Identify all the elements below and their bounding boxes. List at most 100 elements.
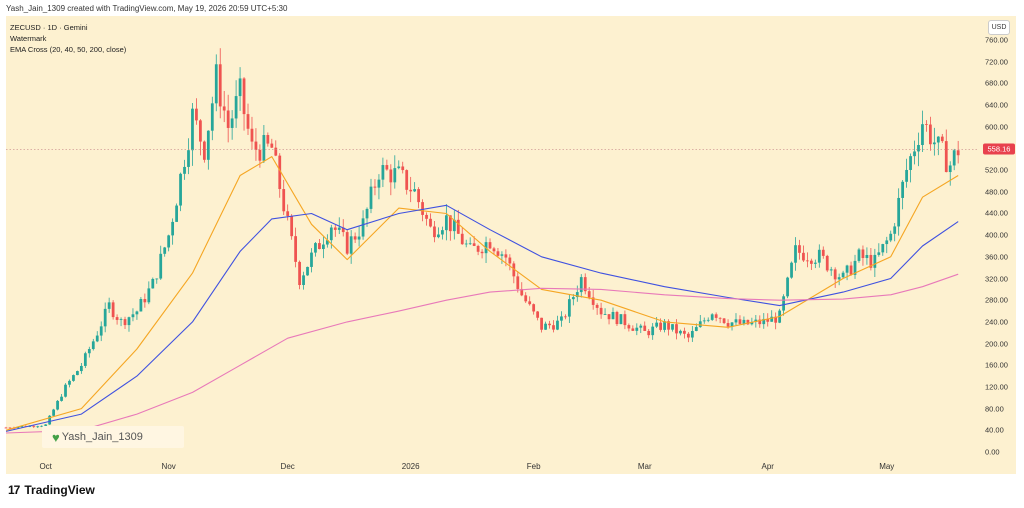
candle-body: [476, 245, 480, 252]
chart-pane[interactable]: ZECUSD · 1D · Gemini Watermark EMA Cross…: [6, 16, 1016, 474]
currency-button[interactable]: USD: [988, 20, 1010, 35]
candle-body: [155, 278, 159, 280]
candle-body: [16, 426, 20, 429]
candle-body: [770, 316, 774, 322]
legend-indicator[interactable]: EMA Cross (20, 40, 50, 200, close): [10, 45, 127, 54]
candle-body: [897, 197, 901, 227]
candle-body: [361, 218, 365, 237]
candle-body: [111, 302, 115, 318]
candle-body: [833, 269, 837, 280]
candle-body: [56, 400, 59, 410]
candle-body: [564, 316, 567, 318]
candle-body: [310, 252, 313, 267]
candle-body: [520, 288, 524, 296]
candle-body: [901, 181, 905, 198]
legend-watermark[interactable]: Watermark: [10, 34, 47, 43]
candle-body: [341, 227, 345, 233]
candle-body: [766, 318, 770, 322]
candle-body: [36, 426, 40, 428]
candle-body: [99, 326, 103, 336]
candle-body: [944, 141, 948, 173]
candle-body: [337, 227, 341, 230]
candle-body: [913, 151, 916, 157]
candle-body: [127, 317, 131, 326]
candle-body: [357, 236, 361, 240]
candle-body: [333, 227, 337, 230]
candle-body: [508, 257, 512, 264]
candle-body: [230, 118, 234, 128]
candle-body: [683, 330, 686, 334]
candle-body: [817, 249, 821, 263]
candle-body: [131, 314, 135, 318]
candle-body: [762, 318, 766, 325]
legend-symbol[interactable]: ZECUSD · 1D · Gemini: [10, 23, 88, 32]
candle-body: [881, 244, 885, 253]
candle-body: [690, 330, 694, 338]
candle-body: [643, 325, 647, 331]
candle-body: [429, 218, 432, 227]
candle-body: [286, 211, 290, 216]
candle-body: [786, 277, 789, 297]
candle-body: [909, 156, 912, 170]
brand-name: TradingView: [24, 483, 95, 497]
candle-body: [60, 396, 63, 401]
y-tick-label: 720.00: [985, 57, 1008, 67]
ema-slow-line: [5, 273, 959, 434]
candle-body: [734, 319, 738, 323]
candle-body: [488, 242, 492, 249]
candle-body: [702, 320, 706, 322]
candle-body: [48, 415, 52, 425]
candle-body: [873, 254, 877, 268]
candle-body: [615, 311, 619, 325]
candle-body: [809, 260, 813, 264]
candle-body: [393, 168, 397, 183]
candle-body: [119, 319, 123, 320]
candle-body: [956, 150, 960, 156]
candle-body: [579, 277, 583, 293]
candle-body: [893, 226, 897, 234]
candle-body: [798, 245, 801, 253]
candle-body: [774, 316, 778, 323]
candle-body: [306, 266, 309, 276]
candle-body: [726, 323, 730, 327]
candle-body: [516, 276, 520, 289]
candle-body: [191, 108, 194, 151]
candle-body: [567, 299, 571, 317]
candle-body: [667, 321, 670, 330]
candle-body: [710, 314, 714, 320]
candle-body: [444, 215, 448, 231]
candle-body: [441, 230, 444, 235]
candle-body: [385, 165, 389, 170]
candle-body: [679, 330, 682, 334]
candle-body: [492, 248, 496, 252]
candle-body: [460, 233, 464, 245]
candle-body: [282, 189, 286, 212]
y-tick-label: 600.00: [985, 122, 1008, 132]
candle-body: [329, 227, 333, 241]
watermark-text: Yash_Jain_1309: [61, 431, 143, 443]
candle-body: [123, 319, 127, 326]
ema-fast-line: [5, 156, 959, 431]
y-tick-label: 480.00: [985, 187, 1008, 197]
candle-body: [318, 243, 321, 250]
y-tick-label: 120.00: [985, 382, 1008, 392]
candle-body: [730, 322, 734, 327]
candle-body: [278, 155, 282, 190]
candle-body: [837, 277, 841, 280]
candle-body: [591, 297, 595, 305]
y-tick-label: 240.00: [985, 317, 1008, 327]
candle-body: [841, 272, 845, 278]
candle-body: [409, 189, 413, 192]
candle-body: [925, 124, 928, 125]
candle-body: [448, 215, 452, 232]
candle-body: [587, 291, 591, 298]
candle-body: [183, 166, 186, 174]
tradingview-brand[interactable]: 17 TradingView: [8, 483, 95, 497]
y-tick-label: 0.00: [985, 447, 1000, 457]
candle-body: [821, 249, 825, 256]
candle-body: [234, 96, 238, 119]
y-tick-label: 40.00: [985, 425, 1004, 435]
candle-body: [825, 255, 829, 271]
candle-body: [294, 236, 298, 262]
